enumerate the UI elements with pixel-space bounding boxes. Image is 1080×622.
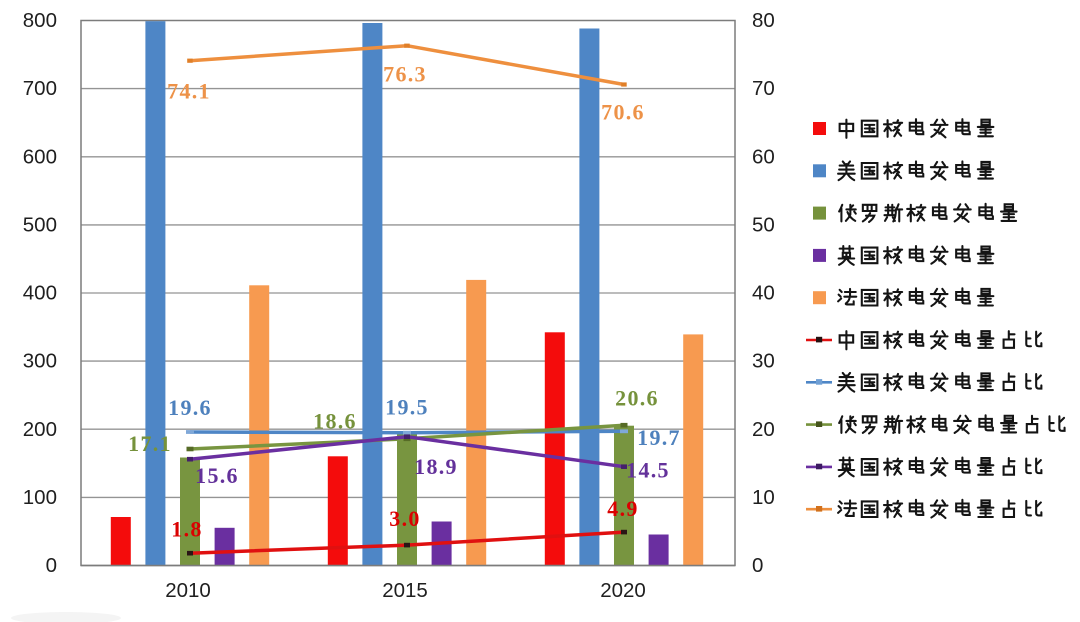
svg-text:50: 50 bbox=[752, 214, 775, 237]
svg-text:80: 80 bbox=[752, 9, 775, 32]
svg-text:14.5: 14.5 bbox=[626, 457, 670, 482]
svg-text:19.7: 19.7 bbox=[637, 425, 681, 450]
svg-text:17.1: 17.1 bbox=[128, 431, 172, 456]
svg-text:60: 60 bbox=[752, 145, 775, 168]
svg-text:15.6: 15.6 bbox=[195, 463, 239, 488]
svg-text:2015: 2015 bbox=[382, 579, 428, 602]
svg-text:300: 300 bbox=[23, 350, 57, 373]
svg-text:800: 800 bbox=[23, 9, 57, 32]
svg-text:18.6: 18.6 bbox=[313, 408, 357, 433]
svg-text:70: 70 bbox=[752, 77, 775, 100]
svg-text:20.6: 20.6 bbox=[615, 385, 659, 410]
svg-text:100: 100 bbox=[23, 486, 57, 509]
svg-text:0: 0 bbox=[46, 554, 57, 577]
svg-text:30: 30 bbox=[752, 350, 775, 373]
svg-text:76.3: 76.3 bbox=[383, 61, 427, 86]
svg-text:19.6: 19.6 bbox=[168, 395, 212, 420]
svg-text:74.1: 74.1 bbox=[167, 78, 211, 103]
svg-text:500: 500 bbox=[23, 214, 57, 237]
svg-text:2010: 2010 bbox=[165, 579, 211, 602]
svg-text:19.5: 19.5 bbox=[385, 394, 429, 419]
svg-text:4.9: 4.9 bbox=[607, 496, 638, 521]
svg-text:1.8: 1.8 bbox=[171, 516, 202, 541]
svg-text:200: 200 bbox=[23, 418, 57, 441]
svg-text:2020: 2020 bbox=[600, 579, 646, 602]
svg-text:700: 700 bbox=[23, 77, 57, 100]
svg-text:400: 400 bbox=[23, 282, 57, 305]
svg-text:10: 10 bbox=[752, 486, 775, 509]
svg-text:0: 0 bbox=[752, 554, 763, 577]
svg-text:18.9: 18.9 bbox=[414, 454, 458, 479]
svg-text:70.6: 70.6 bbox=[601, 99, 645, 124]
svg-text:40: 40 bbox=[752, 282, 775, 305]
svg-text:3.0: 3.0 bbox=[389, 506, 420, 531]
svg-text:20: 20 bbox=[752, 418, 775, 441]
svg-text:600: 600 bbox=[23, 145, 57, 168]
